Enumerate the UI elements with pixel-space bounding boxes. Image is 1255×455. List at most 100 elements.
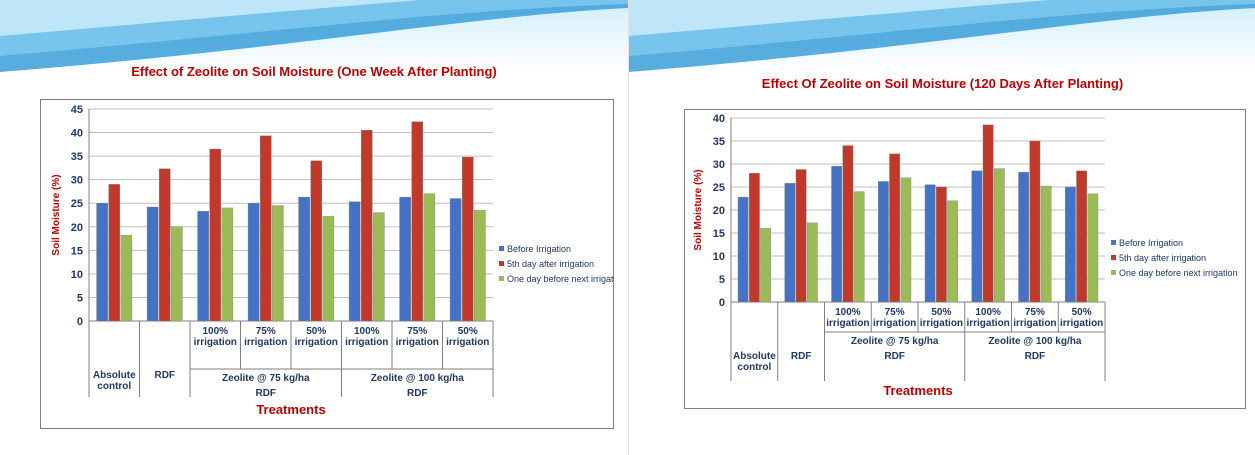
- legend-swatch: [499, 276, 504, 281]
- category-label: irrigation: [1060, 318, 1103, 329]
- bar: [449, 198, 462, 322]
- bar: [399, 196, 411, 322]
- group-label: Zeolite @ 75 kg/ha: [222, 373, 310, 384]
- chart-title-left: Effect of Zeolite on Soil Moisture (One …: [131, 64, 497, 79]
- y-tick-label: 35: [713, 136, 725, 148]
- y-tick-label: 10: [713, 251, 725, 263]
- category-label: 50%: [931, 307, 951, 318]
- legend-entry: 5th day after irrigation: [1119, 253, 1206, 263]
- category-label: 100%: [202, 326, 228, 337]
- category-label: irrigation: [966, 318, 1009, 329]
- category-label: irrigation: [826, 318, 869, 329]
- slide-left: Effect of Zeolite on Soil Moisture (One …: [0, 0, 628, 429]
- bar: [272, 205, 284, 322]
- category-label: Absolute: [93, 370, 136, 381]
- bar: [158, 168, 171, 322]
- category-label: 100%: [975, 307, 1001, 318]
- bar: [322, 216, 335, 322]
- y-tick-label: 25: [71, 198, 83, 210]
- category-label: 75%: [1025, 307, 1045, 318]
- bar: [411, 121, 424, 322]
- y-tick-label: 40: [713, 113, 725, 125]
- bar: [197, 211, 209, 322]
- bar: [853, 191, 865, 303]
- y-tick-label: 30: [713, 159, 725, 171]
- category-label: RDF: [154, 370, 175, 381]
- bar: [831, 166, 842, 303]
- bar: [760, 228, 771, 303]
- bar: [924, 184, 936, 303]
- bar: [360, 130, 373, 322]
- group-label: Zeolite @ 100 kg/ha: [988, 336, 1082, 347]
- category-label: irrigation: [920, 318, 963, 329]
- y-tick-label: 15: [713, 228, 725, 240]
- bar: [795, 169, 807, 303]
- chart-frame-right: 0 5 10 15 20 25 30 35 40 Absolute control RDF 100% ir…: [684, 109, 1246, 409]
- category-label: irrigation: [873, 318, 916, 329]
- category-label: 50%: [306, 326, 326, 337]
- bar: [737, 196, 749, 303]
- bar: [947, 200, 958, 303]
- bar: [936, 186, 947, 303]
- group-label: Zeolite @ 100 kg/ha: [371, 373, 465, 384]
- y-tick-label: 20: [713, 205, 725, 217]
- slide-right: Effect Of Zeolite on Soil Moisture (120 …: [628, 0, 1255, 455]
- group-sub-label: RDF: [407, 388, 428, 399]
- bar: [749, 173, 760, 303]
- category-label: irrigation: [194, 337, 237, 348]
- category-label: 75%: [885, 307, 905, 318]
- x-axis-label: Treatments: [256, 402, 325, 417]
- category-label: 50%: [458, 326, 478, 337]
- bar: [900, 177, 912, 303]
- category-label: 100%: [835, 307, 861, 318]
- bar: [146, 206, 159, 322]
- y-tick-label: 40: [71, 128, 83, 140]
- bar: [461, 156, 474, 322]
- wave-header-decoration: [629, 0, 1255, 72]
- y-tick-label: 25: [713, 182, 725, 194]
- legend-entry: Before Irrigation: [1119, 238, 1183, 248]
- bar: [1018, 172, 1029, 303]
- bar: [474, 210, 486, 322]
- bar: [171, 226, 183, 322]
- bar: [971, 170, 983, 303]
- bar: [423, 193, 436, 322]
- bar: [221, 207, 234, 322]
- legend-swatch: [499, 246, 504, 251]
- bar: [348, 201, 361, 322]
- bar: [878, 181, 889, 303]
- group-label: Zeolite @ 75 kg/ha: [851, 336, 939, 347]
- bar: [120, 235, 133, 322]
- category-label: control: [737, 362, 771, 373]
- bar: [259, 135, 272, 322]
- bar: [1029, 140, 1041, 303]
- chart-frame-left: 0 5 10 15 20 25 30 35 40 45 Absolute control RDF 100%…: [40, 99, 614, 429]
- y-tick-label: 5: [719, 274, 725, 286]
- bar: [1065, 186, 1076, 303]
- legend-entry: One day before next irrigation: [507, 274, 613, 284]
- bar: [1087, 193, 1099, 303]
- y-axis-label: Soil Moisture (%): [693, 169, 704, 250]
- chart-title-right: Effect Of Zeolite on Soil Moisture (120 …: [761, 76, 1124, 91]
- bar-chart-120-days: 0510152025303540AbsolutecontrolRDF100%ir…: [693, 113, 1238, 398]
- category-label: 50%: [1072, 307, 1092, 318]
- bar: [842, 145, 854, 303]
- y-tick-label: 35: [71, 151, 83, 163]
- bar: [209, 148, 222, 322]
- y-tick-label: 5: [77, 292, 83, 304]
- y-tick-label: 0: [77, 316, 83, 328]
- legend-swatch: [1111, 255, 1116, 260]
- bar: [1076, 170, 1087, 303]
- y-tick-label: 20: [71, 222, 83, 234]
- category-label: irrigation: [244, 337, 287, 348]
- bar: [247, 203, 260, 322]
- category-label: 100%: [354, 326, 380, 337]
- category-label: irrigation: [396, 337, 439, 348]
- bar: [807, 222, 818, 303]
- legend-entry: One day before next irrigation: [1119, 268, 1238, 278]
- bar: [108, 184, 121, 322]
- bar: [784, 183, 796, 303]
- bar: [310, 160, 323, 322]
- category-label: irrigation: [345, 337, 388, 348]
- bar: [982, 124, 994, 303]
